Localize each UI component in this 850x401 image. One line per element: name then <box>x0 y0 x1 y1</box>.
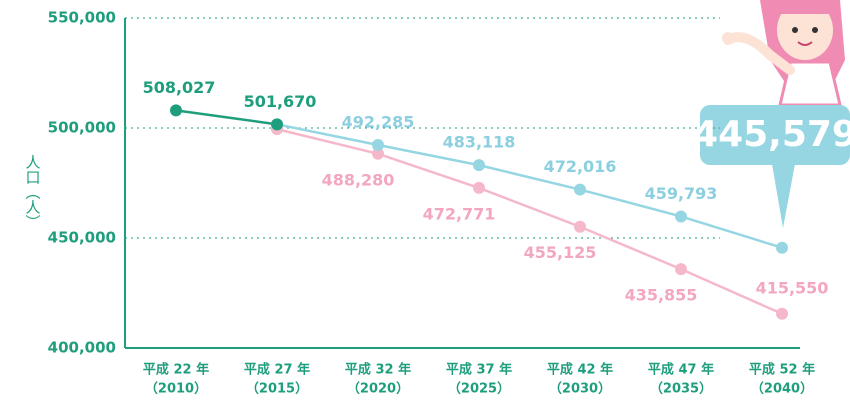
data-label: 501,670 <box>244 92 317 111</box>
series-point <box>776 242 788 254</box>
series-point <box>675 263 687 275</box>
series-point <box>372 139 384 151</box>
y-axis-label: 人口（人） <box>24 155 42 230</box>
data-label: 459,793 <box>645 184 718 203</box>
x-tick-label: 平成 27 年 <box>244 362 310 378</box>
series-point <box>776 308 788 320</box>
series-point <box>473 182 485 194</box>
data-label: 492,285 <box>342 112 415 131</box>
x-tick-label: 平成 37 年 <box>446 362 512 378</box>
data-label: 472,771 <box>423 204 496 223</box>
series-point <box>574 184 586 196</box>
data-label: 455,125 <box>524 243 597 262</box>
y-tick-label: 500,000 <box>48 119 116 137</box>
x-tick-sublabel: （2020） <box>347 381 409 397</box>
x-tick-label: 平成 22 年 <box>143 362 209 378</box>
x-tick-label: 平成 42 年 <box>547 362 613 378</box>
callout-label: 445,579 <box>693 114 850 155</box>
data-label: 508,027 <box>143 78 216 97</box>
data-label: 472,016 <box>544 157 617 176</box>
y-tick-label: 550,000 <box>48 9 116 27</box>
x-tick-sublabel: （2035） <box>650 381 712 397</box>
y-tick-label: 400,000 <box>48 339 116 357</box>
mascot <box>722 0 845 105</box>
y-tick-label: 450,000 <box>48 229 116 247</box>
data-label: 435,855 <box>625 286 698 305</box>
x-tick-label: 平成 32 年 <box>345 362 411 378</box>
series-line <box>176 110 277 124</box>
x-tick-sublabel: （2015） <box>246 381 308 397</box>
x-tick-label: 平成 52 年 <box>749 362 815 378</box>
x-tick-sublabel: （2030） <box>549 381 611 397</box>
series-point <box>574 221 586 233</box>
chart: 人口（人） 400,000 450,000 500,000 550,000 平成 22 … <box>0 0 850 401</box>
data-label: 415,550 <box>756 278 829 297</box>
x-tick-sublabel: （2025） <box>448 381 510 397</box>
series-point <box>271 118 283 130</box>
data-label: 483,118 <box>443 133 516 152</box>
series-point <box>170 104 182 116</box>
x-tick-sublabel: （2040） <box>751 381 813 397</box>
series-point <box>473 159 485 171</box>
x-tick-sublabel: （2010） <box>145 381 207 397</box>
data-label: 488,280 <box>322 170 395 189</box>
series-point <box>675 210 687 222</box>
x-tick-label: 平成 47 年 <box>648 362 714 378</box>
